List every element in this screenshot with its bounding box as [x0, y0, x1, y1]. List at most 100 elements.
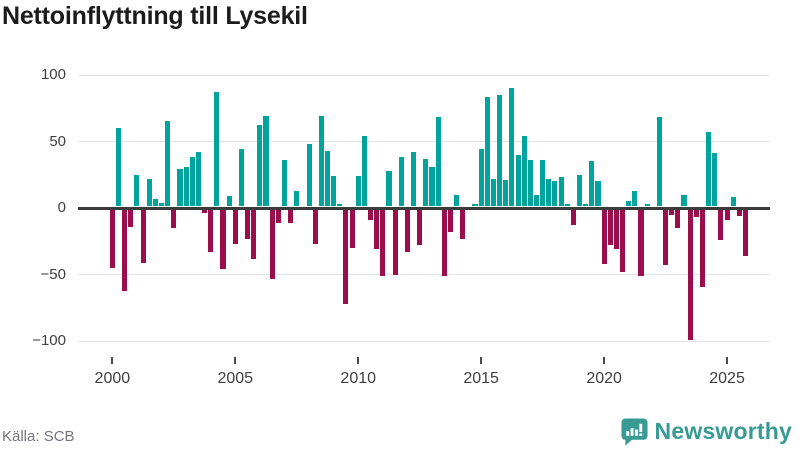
bar: [515, 154, 521, 207]
y-axis-label: 50: [49, 132, 66, 150]
bar: [632, 190, 638, 207]
bar: [411, 151, 417, 207]
bar: [349, 209, 355, 249]
bar: [663, 209, 669, 266]
bar: [484, 97, 490, 207]
bar: [620, 209, 626, 272]
bar: [294, 190, 300, 207]
bar: [220, 209, 226, 270]
x-axis-label: 2000: [94, 370, 131, 387]
bar: [454, 194, 460, 207]
bar: [613, 209, 619, 250]
bar: [527, 159, 533, 207]
bar: [441, 209, 447, 276]
x-axis-tick: [480, 357, 483, 364]
chart-speech-bubble-icon: [620, 417, 649, 446]
bar: [306, 143, 312, 207]
bar: [324, 150, 331, 207]
source-label: Källa: SCB: [2, 428, 75, 445]
gridline: [78, 141, 770, 142]
bar: [158, 202, 165, 207]
bar: [337, 203, 343, 207]
bar: [177, 169, 183, 207]
bar: [140, 209, 146, 263]
bar: [398, 157, 404, 207]
zero-axis-line: [78, 206, 770, 210]
bar: [275, 209, 281, 223]
gridline: [78, 340, 770, 342]
bar: [546, 178, 552, 207]
bar: [183, 166, 189, 207]
x-axis-label: 2015: [463, 370, 499, 387]
bar: [417, 209, 423, 246]
bar: [312, 209, 318, 245]
bar: [392, 209, 398, 275]
bar: [503, 179, 509, 207]
bar: [361, 136, 367, 207]
chart-title: Nettoinflyttning till Lysekil: [2, 2, 308, 30]
bar: [195, 151, 201, 207]
bar: [533, 194, 540, 207]
x-axis-tick: [234, 357, 237, 364]
bar: [171, 209, 177, 229]
bar: [386, 170, 392, 207]
bar: [712, 153, 718, 207]
bar: [202, 209, 208, 214]
bar: [257, 125, 263, 207]
bar: [681, 194, 687, 207]
bar: [245, 209, 251, 239]
bar: [423, 158, 429, 207]
bar: [404, 209, 410, 253]
bar: [429, 166, 435, 207]
bar: [644, 203, 650, 207]
bar: [699, 209, 705, 287]
bar: [589, 161, 595, 207]
bar: [521, 136, 527, 207]
bar: [706, 132, 712, 207]
bar: [730, 197, 736, 207]
bar: [601, 209, 607, 265]
bar: [736, 209, 742, 217]
bar: [570, 209, 576, 226]
bar: [742, 209, 749, 257]
bar: [669, 209, 675, 215]
bar: [656, 117, 662, 207]
bar: [718, 209, 724, 241]
bar: [564, 203, 570, 207]
bar: [490, 178, 496, 207]
bar: [165, 121, 171, 207]
bar: [288, 209, 294, 223]
bar: [509, 88, 515, 207]
y-axis-label: −50: [40, 265, 66, 283]
gridline: [78, 74, 770, 76]
bar: [374, 209, 380, 250]
bar: [558, 177, 564, 207]
y-axis-label: −100: [32, 332, 66, 349]
x-axis-tick: [603, 357, 606, 364]
bar: [675, 209, 681, 229]
y-axis-label: 100: [40, 66, 66, 83]
bar: [497, 94, 503, 207]
x-axis-label: 2010: [340, 370, 377, 387]
bar: [367, 209, 374, 221]
bar: [263, 116, 269, 207]
bar: [208, 209, 214, 253]
x-axis-label: 2025: [709, 370, 745, 387]
bar: [152, 198, 158, 207]
bar: [447, 209, 453, 233]
x-axis-label: 2005: [217, 370, 254, 387]
x-axis-tick: [111, 357, 114, 364]
bar: [226, 195, 232, 207]
gridline: [78, 274, 770, 275]
bar: [128, 209, 134, 227]
y-axis-label: 0: [57, 199, 66, 216]
bar: [343, 209, 349, 304]
bar: [687, 209, 693, 340]
bar: [576, 174, 583, 207]
bar: [281, 159, 287, 207]
x-axis-tick: [726, 357, 729, 364]
newsworthy-wordmark: Newsworthy: [654, 418, 792, 444]
bar: [435, 117, 441, 207]
bar: [251, 209, 257, 259]
